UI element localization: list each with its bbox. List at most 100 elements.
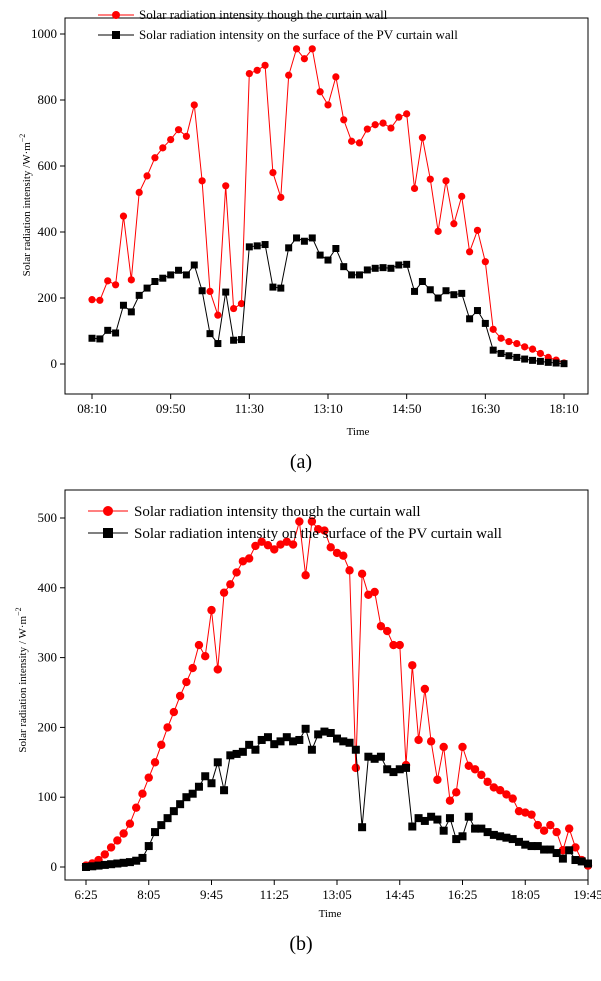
data-point: [420, 684, 430, 694]
data-point: [263, 733, 272, 742]
legend-label-black-b: Solar radiation intensity on the surface…: [134, 526, 502, 542]
data-point: [151, 154, 159, 162]
data-point: [528, 345, 537, 353]
data-point: [232, 749, 241, 758]
data-point: [521, 355, 529, 363]
data-point: [307, 745, 316, 754]
data-point: [470, 765, 480, 774]
data-point: [190, 101, 198, 109]
data-point: [244, 554, 254, 563]
data-point: [320, 727, 329, 736]
data-point: [277, 284, 285, 292]
data-point: [135, 291, 143, 299]
data-point: [104, 277, 112, 285]
data-point: [245, 740, 254, 749]
data-point: [127, 308, 135, 316]
x-tick-label: 9:45: [200, 887, 223, 902]
data-point: [138, 789, 147, 798]
series-line: [91, 47, 565, 364]
data-point: [220, 786, 229, 795]
data-point: [138, 853, 147, 862]
data-point: [188, 789, 197, 798]
data-point: [426, 286, 434, 294]
data-point: [395, 261, 403, 269]
data-point: [163, 814, 172, 823]
data-point: [364, 590, 373, 599]
data-point: [107, 860, 116, 869]
data-point: [198, 177, 206, 185]
data-point: [495, 786, 505, 795]
data-point: [348, 137, 356, 145]
y-tick-label: 400: [38, 224, 58, 239]
data-point: [119, 858, 128, 867]
chart-panel-a: 0 200 400 600 800 1000 08:10 09:50 11:30 13:10 14…: [18, 7, 589, 473]
data-point: [288, 540, 298, 549]
x-tick-label: 8:05: [137, 887, 160, 902]
series-black-b: [82, 724, 592, 871]
data-point: [533, 842, 542, 851]
data-point: [112, 329, 120, 337]
data-point: [357, 569, 367, 579]
x-tick-label: 09:50: [156, 401, 186, 416]
data-point: [497, 349, 505, 357]
data-point: [420, 816, 429, 825]
data-point: [370, 587, 379, 597]
data-point: [508, 835, 517, 844]
data-point: [473, 226, 482, 234]
data-point: [157, 821, 166, 830]
data-point: [355, 271, 363, 279]
legend-label-black-a: Solar radiation intensity on the surface…: [139, 27, 458, 42]
data-point: [387, 124, 395, 132]
data-point: [207, 779, 216, 788]
data-point: [371, 121, 379, 129]
data-point: [584, 859, 592, 868]
data-point: [379, 264, 387, 272]
data-point: [513, 353, 521, 361]
data-point: [261, 241, 269, 249]
data-point: [345, 738, 354, 747]
data-point: [143, 284, 151, 292]
data-point: [214, 311, 222, 319]
data-point: [163, 723, 172, 732]
data-point: [213, 665, 222, 674]
data-point: [94, 861, 103, 870]
data-point: [159, 274, 167, 282]
data-point: [295, 517, 304, 526]
data-point: [450, 291, 458, 299]
data-point: [132, 803, 141, 812]
data-point: [251, 541, 260, 551]
data-point: [540, 845, 549, 854]
chart-panel-b: 0 100 200 300 400 500 6:25 8:05 9:45 11:25 13:05 1…: [14, 489, 601, 955]
data-point: [433, 815, 442, 824]
x-axis-label-a: Time: [347, 426, 370, 438]
x-tick-label: 13:05: [322, 887, 352, 902]
data-point: [232, 568, 241, 577]
data-point: [113, 859, 122, 868]
data-point: [308, 45, 316, 53]
legend-marker-black-a: [112, 31, 120, 39]
y-tick-label: 0: [51, 859, 58, 874]
data-point: [502, 833, 511, 842]
data-point: [452, 835, 461, 844]
data-point: [355, 139, 364, 147]
data-point: [238, 557, 248, 566]
data-point: [182, 271, 190, 279]
data-point: [395, 765, 404, 774]
data-point: [536, 357, 544, 365]
data-point: [222, 288, 230, 296]
data-point: [144, 773, 153, 782]
data-point: [82, 863, 90, 871]
data-point: [458, 832, 467, 841]
data-point: [466, 248, 474, 256]
data-point: [282, 537, 291, 546]
data-point: [270, 545, 279, 554]
data-point: [434, 227, 442, 235]
data-point: [402, 763, 411, 772]
data-point: [88, 296, 96, 304]
data-point: [418, 134, 426, 142]
data-point: [167, 271, 175, 279]
data-point: [497, 334, 505, 342]
data-point: [464, 812, 473, 821]
data-point: [370, 754, 379, 763]
data-point: [387, 264, 395, 272]
